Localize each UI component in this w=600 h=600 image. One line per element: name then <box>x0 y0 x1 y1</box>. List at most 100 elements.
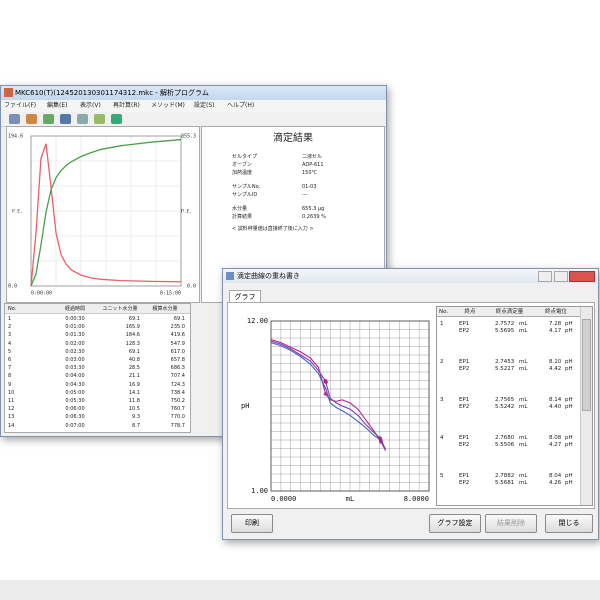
potential-unit: pH <box>565 328 573 334</box>
table-cell: 40.8 <box>128 357 140 363</box>
table-cell: 770.0 <box>170 414 185 421</box>
table-cell: 0:03:30 <box>65 365 85 372</box>
endpoint-name: EP2 <box>459 480 470 486</box>
volume-unit: mL <box>519 321 528 327</box>
button[interactable]: グラフ設定 <box>429 514 481 533</box>
menu-item[interactable]: 編集(E) <box>47 102 68 109</box>
table-cell: 0:07:00 <box>65 422 85 429</box>
table-cell: 750.2 <box>170 398 185 404</box>
menu-item[interactable]: 再計算(R) <box>113 102 140 109</box>
button[interactable]: 結果削除 <box>485 514 537 533</box>
volume-value: 5.5506 <box>495 442 515 448</box>
table-cell: 5 <box>8 348 12 355</box>
window-title: 滴定曲線の重ね書き <box>237 272 300 280</box>
table-cell: 0:06:00 <box>65 406 85 413</box>
menu-item[interactable]: ファイル(F) <box>4 102 37 109</box>
result-title: 滴定結果 <box>273 133 313 144</box>
close-button[interactable] <box>569 271 595 282</box>
endpoint-name: EP1 <box>459 435 470 441</box>
table-cell: 707.4 <box>170 373 185 380</box>
table-cell: 1 <box>8 316 12 322</box>
button[interactable]: 閉じる <box>545 514 593 533</box>
volume-unit: mL <box>519 480 528 486</box>
table-cell: 165.9 <box>125 324 140 331</box>
endpoint-name: EP2 <box>459 442 470 448</box>
volume-unit: mL <box>519 366 528 372</box>
maximize-button[interactable] <box>554 271 568 282</box>
menu-item[interactable]: ヘルプ(H) <box>227 102 255 109</box>
axis-label: 0.0 <box>8 284 17 290</box>
curve-graph: 194.6 0.0 855.3 0.0 0:00:00 0:15:00 P.E. P.E. <box>8 134 196 297</box>
potential-unit: pH <box>565 359 573 365</box>
table-cell: 13 <box>8 414 15 421</box>
menu-item[interactable]: 表示(V) <box>80 102 101 109</box>
potential-value: 4.40 <box>549 404 562 410</box>
table-cell: 3 <box>8 332 12 339</box>
potential-unit: pH <box>565 442 573 448</box>
minimize-button[interactable] <box>538 271 552 282</box>
potential-value: 4.42 <box>549 366 562 372</box>
window-title: MKC610(T)(124520130301174312.mkc - 解析プログ… <box>15 89 209 97</box>
graph-tab[interactable]: グラフ <box>229 290 261 303</box>
endpoint-marker <box>323 392 328 396</box>
table-cell: 0:01:30 <box>65 332 85 339</box>
menu-item[interactable]: メソッド(M) <box>151 102 185 109</box>
toolbar-button[interactable] <box>60 114 71 124</box>
table-cell: 2 <box>8 324 12 331</box>
toolbar-button[interactable] <box>94 114 105 124</box>
menu-item[interactable]: 設定(S) <box>194 102 215 109</box>
toolbar-button[interactable] <box>111 114 122 124</box>
table-cell: 657.8 <box>170 357 185 363</box>
column-header: ユニット水分量 <box>102 306 138 312</box>
potential-unit: pH <box>565 473 573 479</box>
toolbar-button[interactable] <box>43 114 54 124</box>
volume-value: 2.7453 <box>495 359 515 365</box>
x-tick-label: 0.0000 <box>271 495 296 503</box>
toolbar-button[interactable] <box>77 114 88 124</box>
curve <box>30 143 182 287</box>
volume-value: 5.5681 <box>495 480 515 486</box>
overlay-graph: 12.00 1.000.0000 8.0000 mL pH <box>241 317 430 503</box>
potential-unit: pH <box>565 321 573 327</box>
axis-label: 855.3 <box>181 134 196 140</box>
toolbar <box>1 112 386 127</box>
result-value: 150℃ <box>302 170 318 176</box>
button-bar: 印刷 グラフ設定 結果削除 閉じる <box>223 512 598 536</box>
scroll-thumb[interactable] <box>582 319 591 411</box>
table-cell: 9.3 <box>132 414 140 421</box>
table-cell: 0:02:00 <box>65 340 85 347</box>
column-header: 終点電位 <box>544 309 567 315</box>
table-cell: 0:04:30 <box>65 381 85 388</box>
potential-unit: pH <box>565 480 573 486</box>
result-label: セルタイプ <box>232 154 258 160</box>
button[interactable]: 印刷 <box>231 514 273 533</box>
result-value: 0.2639 % <box>302 214 326 220</box>
table-cell: 760.7 <box>170 406 185 413</box>
table-cell: 778.7 <box>170 422 185 429</box>
toolbar-button[interactable] <box>9 114 20 124</box>
table-cell: 128.3 <box>125 340 140 347</box>
volume-value: 2.7572 <box>495 321 515 327</box>
axis-label: 194.6 <box>8 134 23 140</box>
curve <box>270 342 387 450</box>
table-cell: 10.5 <box>128 406 140 413</box>
column-header: No. <box>439 309 449 315</box>
endpoint-marker <box>379 438 383 443</box>
toolbar-button[interactable] <box>26 114 37 124</box>
potential-value: 4.27 <box>549 442 562 448</box>
table-header-bg <box>437 307 580 317</box>
endpoint-marker <box>324 380 328 384</box>
table-cell: 69.1 <box>128 348 140 355</box>
result-value: ADP-611 <box>302 162 324 168</box>
volume-unit: mL <box>519 473 528 479</box>
result-label: オーブン <box>232 162 252 168</box>
table-cell: 8 <box>8 373 12 380</box>
result-value: 01-03 <box>302 184 317 190</box>
endpoint-name: EP2 <box>459 366 470 372</box>
overlay-window: 滴定曲線の重ね書き グラフ 12.00 1.00 0.0000 8.0000 mL pH … <box>222 268 599 540</box>
table-cell: 0:03:00 <box>65 357 85 363</box>
potential-value: 8.08 <box>549 435 562 441</box>
table-cell: 9 <box>8 381 12 388</box>
plot-frame <box>270 320 430 492</box>
graph-panel <box>6 126 200 303</box>
